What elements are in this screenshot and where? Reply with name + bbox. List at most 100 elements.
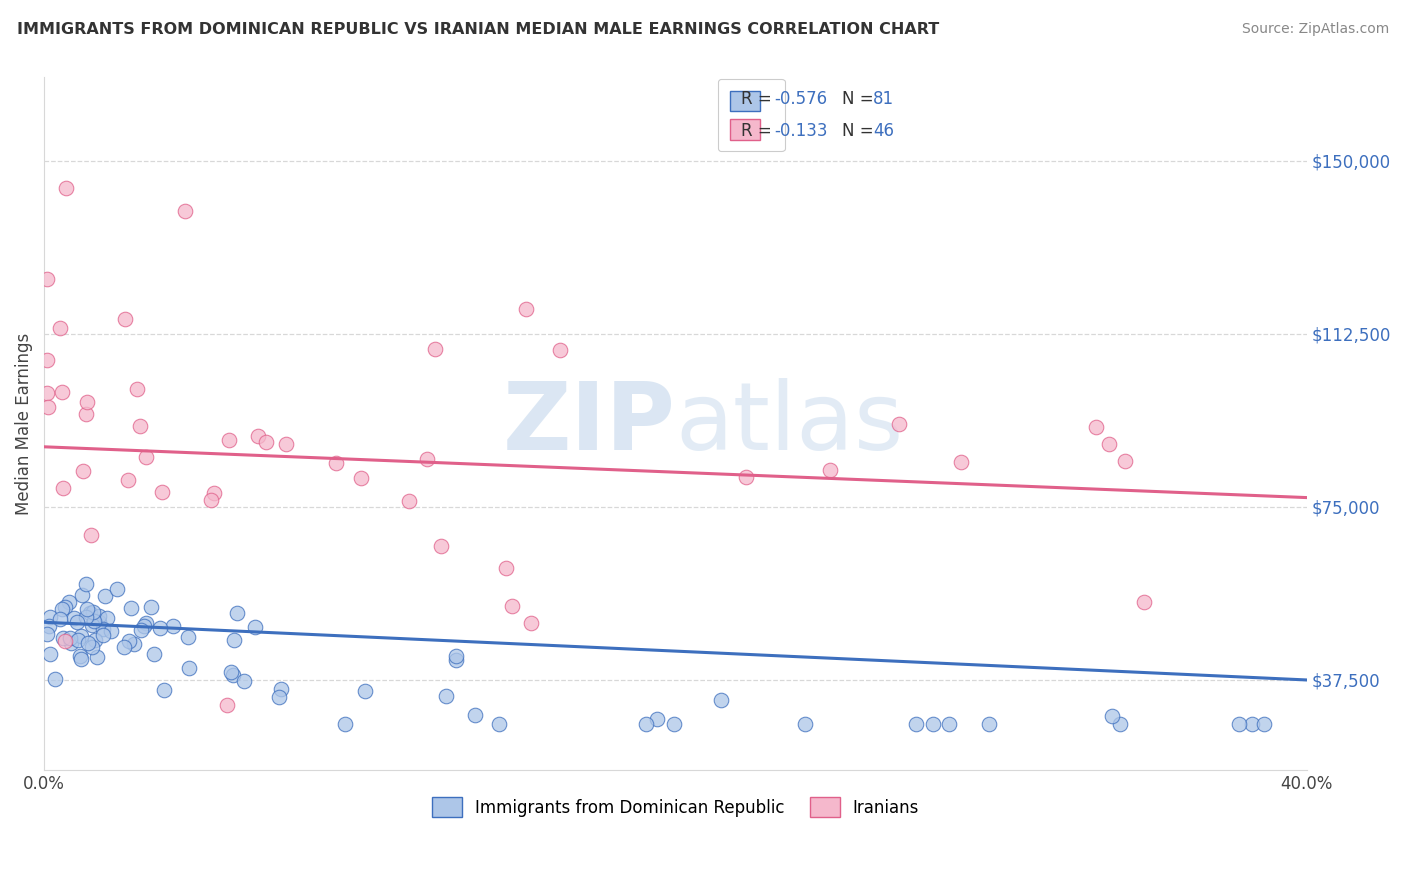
- Point: [905, 716, 928, 731]
- Point: [710, 693, 733, 707]
- Point: [515, 301, 537, 316]
- Point: [270, 681, 292, 696]
- Point: [87, 615, 110, 629]
- Point: [117, 633, 139, 648]
- Point: [938, 716, 960, 731]
- Point: [129, 623, 152, 637]
- Point: [129, 418, 152, 433]
- Point: [233, 673, 256, 688]
- Point: [245, 620, 267, 634]
- Point: [173, 203, 195, 218]
- Point: [219, 665, 242, 680]
- Point: [76, 394, 98, 409]
- Point: [222, 668, 245, 682]
- Point: [37, 385, 59, 400]
- Point: [120, 601, 142, 615]
- Point: [152, 682, 174, 697]
- Point: [117, 474, 139, 488]
- Point: [430, 539, 453, 553]
- Point: [114, 312, 136, 326]
- Point: [1101, 708, 1123, 723]
- Point: [162, 619, 184, 633]
- Point: [645, 712, 668, 726]
- Point: [1109, 716, 1132, 731]
- Text: N =: N =: [842, 122, 879, 140]
- Point: [464, 708, 486, 723]
- Point: [91, 628, 114, 642]
- Point: [75, 610, 97, 624]
- Point: [634, 716, 657, 731]
- Point: [254, 435, 277, 450]
- Point: [179, 661, 201, 675]
- Point: [977, 716, 1000, 731]
- Text: -0.133: -0.133: [775, 122, 828, 140]
- Point: [51, 602, 73, 616]
- Point: [135, 615, 157, 630]
- Text: R =: R =: [741, 90, 776, 108]
- Point: [444, 649, 467, 664]
- Point: [38, 619, 60, 633]
- Legend: Immigrants from Dominican Republic, Iranians: Immigrants from Dominican Republic, Iran…: [425, 790, 927, 824]
- Point: [39, 610, 62, 624]
- Point: [69, 648, 91, 663]
- Point: [53, 599, 76, 614]
- Point: [200, 493, 222, 508]
- Text: N =: N =: [842, 90, 879, 108]
- Point: [921, 716, 943, 731]
- Point: [354, 684, 377, 698]
- Point: [70, 588, 93, 602]
- Point: [416, 451, 439, 466]
- Point: [105, 582, 128, 596]
- Text: Source: ZipAtlas.com: Source: ZipAtlas.com: [1241, 22, 1389, 37]
- Point: [1240, 716, 1263, 731]
- Point: [79, 607, 101, 621]
- Point: [202, 486, 225, 500]
- Point: [70, 629, 93, 643]
- Point: [889, 417, 911, 431]
- Point: [51, 385, 73, 400]
- Point: [69, 652, 91, 666]
- Point: [77, 636, 100, 650]
- Point: [96, 611, 118, 625]
- Point: [72, 464, 94, 478]
- Y-axis label: Median Male Earnings: Median Male Earnings: [15, 333, 32, 515]
- Point: [1227, 716, 1250, 731]
- Point: [52, 482, 75, 496]
- Point: [39, 647, 62, 661]
- Point: [222, 632, 245, 647]
- Point: [48, 320, 70, 334]
- Point: [83, 614, 105, 628]
- Point: [84, 633, 107, 648]
- Point: [80, 640, 103, 655]
- Point: [350, 471, 373, 485]
- Point: [218, 434, 240, 448]
- Point: [1253, 716, 1275, 731]
- Point: [37, 627, 59, 641]
- Point: [53, 634, 76, 648]
- Text: ZIP: ZIP: [502, 377, 675, 470]
- Point: [149, 621, 172, 635]
- Point: [58, 595, 80, 609]
- Point: [37, 401, 59, 415]
- Point: [226, 606, 249, 620]
- Point: [59, 636, 82, 650]
- Point: [520, 616, 543, 631]
- Point: [1084, 419, 1107, 434]
- Point: [91, 623, 114, 637]
- Point: [1132, 595, 1154, 609]
- Point: [63, 611, 86, 625]
- Point: [86, 650, 108, 665]
- Point: [1098, 437, 1121, 451]
- Point: [37, 272, 59, 286]
- Point: [269, 690, 291, 704]
- Point: [1114, 454, 1136, 468]
- Point: [488, 716, 510, 731]
- Point: [215, 698, 238, 713]
- Point: [177, 630, 200, 644]
- Point: [325, 456, 347, 470]
- Point: [818, 463, 841, 477]
- Point: [134, 619, 156, 633]
- Point: [75, 577, 97, 591]
- Point: [274, 437, 297, 451]
- Point: [112, 640, 135, 654]
